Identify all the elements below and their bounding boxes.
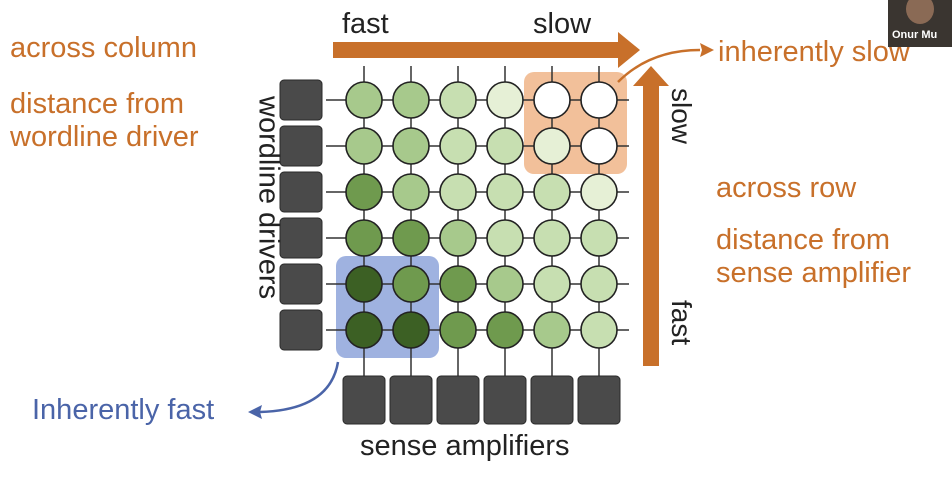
dram-cell (580, 81, 618, 119)
sense-amplifiers-label: sense amplifiers (360, 430, 570, 462)
dram-cell (533, 219, 571, 257)
dram-cell (533, 81, 571, 119)
distance-from-sense-label: distance from sense amplifier (716, 224, 912, 290)
dram-cell (345, 265, 383, 303)
dram-cell (392, 265, 430, 303)
wordline-driver (279, 125, 323, 167)
sense-amplifier (577, 375, 621, 425)
dram-cell (439, 219, 477, 257)
dram-cell (345, 127, 383, 165)
dram-cell (486, 173, 524, 211)
dram-cell (580, 311, 618, 349)
dram-cell (486, 127, 524, 165)
inherently-slow-pointer-head (700, 43, 714, 57)
dram-cell (533, 173, 571, 211)
dram-cell (345, 219, 383, 257)
sense-amplifier-row (342, 375, 621, 425)
dram-cell (392, 127, 430, 165)
dram-cell (392, 311, 430, 349)
cell-grid (345, 81, 618, 349)
dram-cell (486, 311, 524, 349)
dram-cell (486, 81, 524, 119)
sense-amplifier (436, 375, 480, 425)
top-arrow (333, 32, 640, 68)
inherently-fast-pointer (259, 361, 340, 414)
inherently-slow-pointer (617, 48, 701, 83)
dram-cell (486, 265, 524, 303)
wordline-driver (279, 79, 323, 121)
dram-cell (345, 81, 383, 119)
inherently-slow-label: inherently slow (718, 36, 910, 68)
sense-amplifier (389, 375, 433, 425)
latency-arrows (248, 32, 714, 419)
sense-amplifier (483, 375, 527, 425)
dram-cell (345, 311, 383, 349)
dram-cell (439, 265, 477, 303)
wordline-driver (279, 309, 323, 351)
distance-from-wordline-label: distance from wordline driver (10, 88, 199, 154)
sense-amplifier (530, 375, 574, 425)
dram-cell (580, 127, 618, 165)
wordline-driver (279, 217, 323, 259)
dram-cell (580, 173, 618, 211)
dram-cell (439, 81, 477, 119)
wordline-driver-column (279, 79, 323, 351)
highlight-regions (336, 72, 627, 358)
dram-cell (439, 311, 477, 349)
across-column-label: across column (10, 32, 197, 64)
sense-amplifier (342, 375, 386, 425)
dram-cell (439, 127, 477, 165)
presenter-avatar (906, 0, 934, 24)
presenter-video-thumbnail: Onur Mu (888, 0, 952, 47)
fast-top-label: fast (342, 8, 389, 40)
dram-cell (392, 173, 430, 211)
wordline-driver (279, 263, 323, 305)
dram-cell (486, 219, 524, 257)
across-row-label: across row (716, 172, 857, 204)
wordline-drivers-label: wordline drivers (252, 96, 285, 300)
inherently-fast-label: Inherently fast (32, 394, 215, 426)
slow-top-label: slow (533, 8, 592, 40)
dram-cell (580, 265, 618, 303)
dram-cell (533, 311, 571, 349)
dram-cell (533, 265, 571, 303)
dram-cell (392, 219, 430, 257)
wordline-driver (279, 171, 323, 213)
fast-side-label: fast (666, 300, 698, 346)
side-arrow (633, 66, 669, 366)
inherently-fast-pointer-head (248, 405, 262, 419)
dram-cell (345, 173, 383, 211)
presenter-name: Onur Mu (892, 29, 938, 41)
dram-cell (439, 173, 477, 211)
dram-cell (392, 81, 430, 119)
dram-cell (580, 219, 618, 257)
dram-cell (533, 127, 571, 165)
slow-side-label: slow (666, 88, 698, 145)
